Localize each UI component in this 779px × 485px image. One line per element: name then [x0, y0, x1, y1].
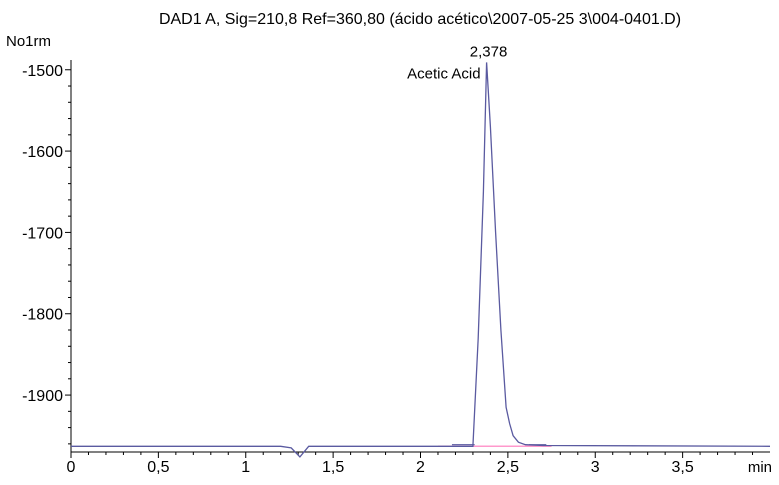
- x-tick-label: 3,5: [672, 459, 694, 476]
- signal-trace: [71, 62, 771, 458]
- peak-retention-time: 2,378: [470, 43, 508, 60]
- peak-annotations: 2,378 Acetic Acid: [407, 43, 507, 82]
- x-tick-label: 0: [67, 459, 76, 476]
- x-axis-ticks: 0 0,5 1 1,5 2 2,5 3 3,5: [67, 452, 754, 476]
- y-axis-label: No1rm: [6, 33, 51, 50]
- chart-title: DAD1 A, Sig=210,8 Ref=360,80 (ácido acét…: [159, 11, 681, 28]
- y-tick-label: -1800: [22, 307, 63, 324]
- y-tick-label: -1900: [22, 388, 63, 405]
- x-tick-label: 2,5: [497, 459, 519, 476]
- x-axis-label: min: [748, 459, 772, 476]
- x-tick-label: 0,5: [147, 459, 169, 476]
- x-tick-label: 2: [416, 459, 425, 476]
- x-tick-label: 3: [591, 459, 600, 476]
- peak-compound-name: Acetic Acid: [407, 65, 480, 82]
- x-tick-label: 1,5: [322, 459, 344, 476]
- x-tick-label: 1: [241, 459, 250, 476]
- y-tick-label: -1500: [22, 63, 63, 80]
- plot-area: [71, 62, 771, 458]
- y-tick-label: -1700: [22, 225, 63, 242]
- y-axis-ticks: -1500 -1600 -1700 -1800 -1900: [22, 63, 71, 445]
- y-tick-label: -1600: [22, 144, 63, 161]
